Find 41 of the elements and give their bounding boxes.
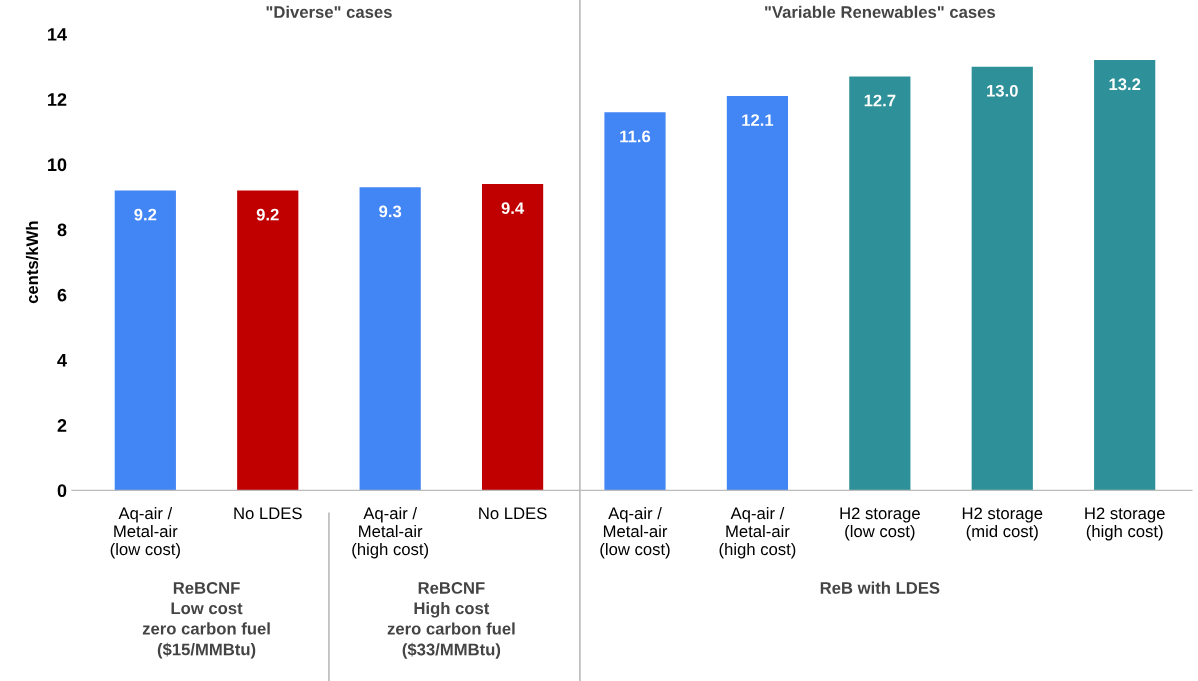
- x-tick-label: No LDES: [234, 507, 302, 520]
- data-label: 9.3: [379, 205, 402, 218]
- y-tick-label: 12: [48, 93, 67, 106]
- text: ReBCNF High cost zero carbon fuel ($33/MMBtu): [387, 582, 515, 659]
- text: "Diverse" cases: [266, 5, 392, 18]
- x-tick-label: Aq-air / Metal-air (high cost): [352, 506, 429, 559]
- bar: [359, 187, 421, 491]
- data-label: 11.6: [620, 130, 651, 143]
- y-tick-label: 0: [57, 484, 67, 498]
- x-tick-label: H2 storage (low cost): [840, 507, 920, 541]
- x-tick-label: H2 storage (mid cost): [962, 507, 1043, 541]
- y-tick-label: 10: [48, 158, 67, 172]
- bar: [604, 112, 666, 491]
- text: ReBCNF Low cost zero carbon fuel ($15/MMBtu): [142, 582, 270, 659]
- data-label: 13.2: [1109, 78, 1141, 91]
- data-label: 12.7: [864, 94, 896, 107]
- x-tick-label: Aq-air / Metal-air (low cost): [600, 506, 670, 559]
- data-label: 9.2: [256, 208, 279, 221]
- bar: [114, 190, 176, 491]
- y-tick-label: 2: [57, 419, 67, 432]
- y-tick-label: 8: [57, 223, 67, 237]
- y-tick-label: 4: [57, 354, 67, 367]
- data-label: 9.2: [134, 208, 157, 221]
- bar: [726, 95, 789, 491]
- text: "Variable Renewables" cases: [765, 5, 996, 18]
- data-label: 13.0: [987, 84, 1018, 97]
- bar: [1094, 60, 1156, 491]
- x-tick-label: Aq-air / Metal-air (high cost): [719, 506, 796, 559]
- bar: [971, 66, 1033, 491]
- y-axis-title: cents/kWh: [25, 221, 39, 304]
- data-label: 9.4: [501, 202, 525, 215]
- data-label: 12.1: [742, 114, 774, 126]
- bar: [237, 190, 299, 491]
- bar: [481, 183, 544, 491]
- x-tick-label: No LDES: [479, 507, 547, 520]
- y-tick-label: 6: [57, 288, 67, 302]
- x-tick-label: Aq-air / Metal-air (low cost): [110, 506, 180, 559]
- x-tick-label: H2 storage (high cost): [1085, 507, 1165, 541]
- y-tick-label: 14: [48, 28, 67, 41]
- bar: [849, 76, 911, 491]
- text: ReB with LDES: [820, 581, 940, 594]
